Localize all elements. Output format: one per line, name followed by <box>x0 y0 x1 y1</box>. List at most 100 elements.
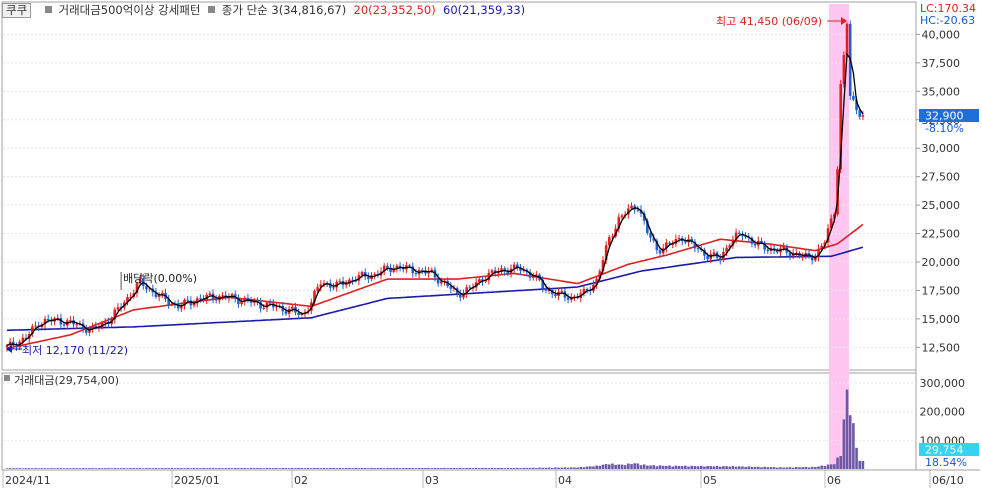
volume-bar <box>852 423 855 469</box>
volume-bar <box>164 468 167 469</box>
volume-bar <box>750 466 754 469</box>
candle-down <box>753 243 757 246</box>
candle-up <box>221 295 224 297</box>
candle-up <box>43 318 47 325</box>
volume-bar <box>630 464 633 469</box>
volume-bar <box>646 465 649 469</box>
current-price: 32,900 <box>925 110 964 123</box>
volume-bar <box>655 466 659 469</box>
volume-bar <box>344 468 348 469</box>
candle-up <box>560 291 564 293</box>
y-tick-label: 12,500 <box>922 341 961 354</box>
volume-bar <box>94 468 98 469</box>
volume-bar <box>725 466 728 469</box>
volume-bar <box>351 468 354 469</box>
volume-bar <box>509 468 513 469</box>
candle-down <box>563 291 567 298</box>
volume-bar <box>601 464 605 469</box>
candle-down <box>189 300 193 306</box>
volume-bar <box>436 467 440 469</box>
close-ma-label: 종가 단순 3(34,816,67) <box>221 3 347 17</box>
x-tick-label: 2024/11 <box>5 474 51 487</box>
candle-up <box>103 321 107 323</box>
candle-up <box>113 309 117 320</box>
candle-down <box>658 250 662 254</box>
candle-up <box>170 303 174 305</box>
volume-bar <box>588 466 592 469</box>
candle-down <box>15 345 18 348</box>
candle-up <box>861 115 865 117</box>
candle-down <box>737 232 741 234</box>
volume-bar <box>148 468 151 469</box>
volume-bar <box>72 468 75 469</box>
candle-up <box>21 337 25 342</box>
volume-bar <box>363 467 367 469</box>
volume-bar <box>557 467 560 469</box>
candle-up <box>34 325 37 327</box>
y-tick-label: 15,000 <box>922 313 961 326</box>
volume-bar <box>592 466 595 469</box>
volume-bar <box>37 468 40 469</box>
volume-bar <box>611 463 614 469</box>
volume-bar <box>671 466 674 469</box>
volume-bar <box>62 468 66 469</box>
x-tick-label: 05 <box>703 474 717 487</box>
candle-up <box>845 23 849 56</box>
candle-up <box>522 269 526 271</box>
volume-bar <box>319 468 323 469</box>
candle-down <box>420 269 424 271</box>
candle-down <box>436 277 440 284</box>
volume-bar <box>614 464 617 469</box>
volume-bar <box>550 467 554 469</box>
volume-bar <box>785 467 789 469</box>
volume-bar <box>31 468 34 469</box>
volume-bar <box>617 464 621 469</box>
candle-down <box>386 265 389 268</box>
ma60-label: 60(21,359,33) <box>443 3 526 17</box>
volume-bar <box>100 468 104 469</box>
volume-bar <box>78 468 82 469</box>
volume-bar <box>595 465 598 469</box>
volume-bar <box>528 467 532 469</box>
volume-bar <box>183 468 186 469</box>
volume-bar <box>633 463 636 469</box>
volume-bar <box>823 466 827 469</box>
volume-bar <box>652 465 655 469</box>
y-tick-label: 30,000 <box>922 142 961 155</box>
candle-up <box>138 278 142 284</box>
chart-header: 쿠쿠 거래대금500억이상 강세패턴 종가 단순 3(34,816,67) 20… <box>2 2 526 18</box>
candle-down <box>297 312 300 315</box>
candle-up <box>804 253 808 256</box>
volume-bar <box>842 419 846 469</box>
volume-bar <box>135 468 139 469</box>
date-axis: 2024/11 2025/01 02 03 04 05 06 06/10 <box>2 469 980 488</box>
volume-bar <box>18 468 21 469</box>
volume-bar <box>34 468 37 469</box>
volume-bar <box>382 468 386 469</box>
x-tick-label: 06 <box>827 474 841 487</box>
candle-up <box>116 307 120 310</box>
volume-bar <box>627 463 630 469</box>
volume-bar <box>389 468 392 469</box>
volume-bar <box>826 464 830 469</box>
ticker-button[interactable]: 쿠쿠 <box>2 2 32 18</box>
candle-down <box>94 326 98 328</box>
candle-up <box>791 253 795 257</box>
volume-bar <box>103 468 107 469</box>
volume-bar <box>132 468 136 469</box>
volume-bar <box>554 467 557 469</box>
volume-bar <box>107 468 110 469</box>
y-tick-label: 40,000 <box>922 28 961 41</box>
candle-up <box>335 282 338 288</box>
candle-up <box>573 296 576 298</box>
candle-down <box>690 238 694 242</box>
candle-up <box>826 228 830 243</box>
candle-down <box>566 297 570 300</box>
candle-up <box>617 217 621 229</box>
candle-up <box>465 287 468 294</box>
candle-up <box>316 287 319 291</box>
volume-bar <box>91 468 94 469</box>
price-panel-frame <box>1 1 917 371</box>
candle-up <box>677 238 681 240</box>
